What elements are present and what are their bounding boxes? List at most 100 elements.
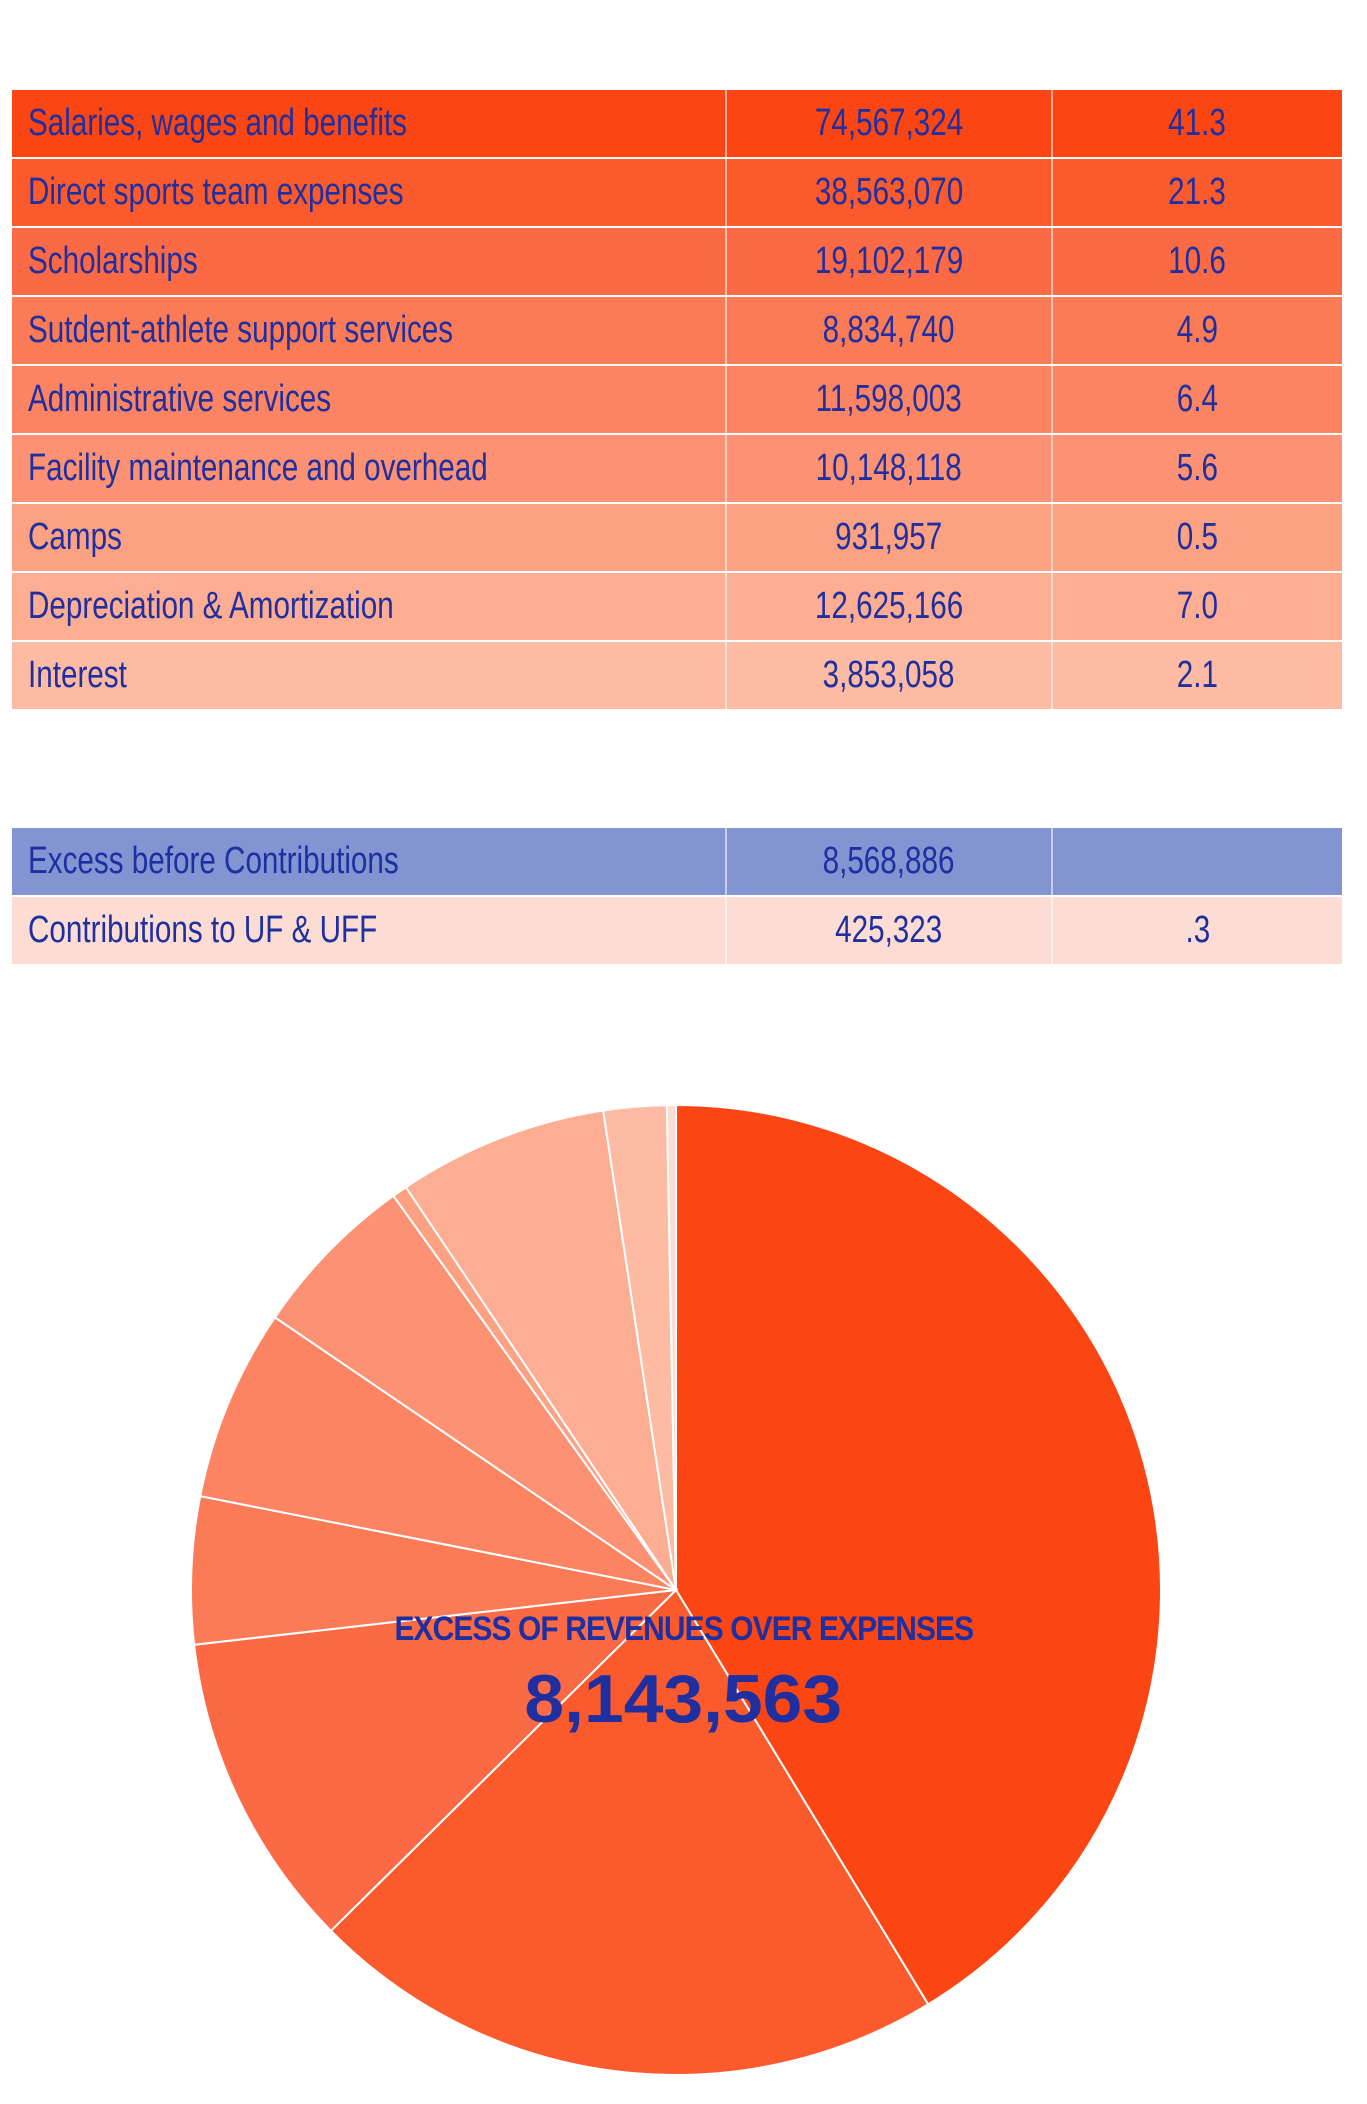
table-row: Direct sports team expenses 38,563,070 21.… xyxy=(12,159,1342,226)
row-percent: 0.5 xyxy=(1053,504,1342,571)
row-label-text: Facility maintenance and overhead xyxy=(28,447,488,489)
column-divider xyxy=(724,573,727,640)
pie-slice xyxy=(192,1588,679,1933)
row-amount: 12,625,166 xyxy=(727,573,1051,640)
row-label: Depreciation & Amortization xyxy=(12,573,725,640)
row-label-text: Administrative services xyxy=(28,378,332,420)
row-amount: 425,323 xyxy=(727,897,1051,964)
row-percent-text: 21.3 xyxy=(1168,171,1227,213)
row-label-text: Interest xyxy=(28,654,127,696)
row-amount-text: 38,563,070 xyxy=(814,171,964,213)
row-amount: 10,148,118 xyxy=(727,435,1051,502)
column-divider xyxy=(724,828,727,895)
column-divider xyxy=(1050,573,1053,640)
column-divider xyxy=(1050,642,1053,709)
row-label: Excess before Contributions xyxy=(12,828,725,895)
pie-slice xyxy=(190,1494,677,1646)
column-divider xyxy=(724,90,727,157)
row-amount: 19,102,179 xyxy=(727,228,1051,295)
column-divider xyxy=(1050,435,1053,502)
row-percent: 21.3 xyxy=(1053,159,1342,226)
row-label-text: Direct sports team expenses xyxy=(28,171,404,213)
row-label-text: Sutdent-athlete support services xyxy=(28,309,454,351)
row-percent-text: 5.6 xyxy=(1176,447,1219,489)
row-amount: 8,834,740 xyxy=(727,297,1051,364)
table-row: Excess before Contributions 8,568,886 xyxy=(12,828,1342,895)
row-label: Administrative services xyxy=(12,366,725,433)
table-row: Facility maintenance and overhead 10,148,… xyxy=(12,435,1342,502)
row-amount-text: 10,148,118 xyxy=(815,447,962,489)
pie-slice xyxy=(675,1103,1162,2006)
row-label-text: Scholarships xyxy=(28,240,198,282)
table-row: Salaries, wages and benefits 74,567,324 41… xyxy=(12,90,1342,157)
column-divider xyxy=(1050,159,1053,226)
row-label-text: Camps xyxy=(28,516,122,558)
row-amount-text: 74,567,324 xyxy=(814,102,964,144)
table-row: Sutdent-athlete support services 8,834,74… xyxy=(12,297,1342,364)
row-percent-text: 0.5 xyxy=(1176,516,1219,558)
row-amount: 8,568,886 xyxy=(727,828,1051,895)
column-divider xyxy=(724,435,727,502)
row-percent-text: 7.0 xyxy=(1176,585,1219,627)
pie-svg xyxy=(190,1103,1162,2076)
row-amount: 38,563,070 xyxy=(727,159,1051,226)
row-amount-text: 19,102,179 xyxy=(814,240,964,282)
row-percent-text: 10.6 xyxy=(1168,240,1227,282)
row-amount-text: 12,625,166 xyxy=(814,585,964,627)
row-percent-text: 41.3 xyxy=(1168,102,1227,144)
row-label: Scholarships xyxy=(12,228,725,295)
column-divider xyxy=(1050,366,1053,433)
column-divider xyxy=(724,642,727,709)
table-row: Depreciation & Amortization 12,625,166 7.0 xyxy=(12,573,1342,640)
row-label: Contributions to UF & UFF xyxy=(12,897,725,964)
row-amount: 11,598,003 xyxy=(727,366,1051,433)
column-divider xyxy=(1050,504,1053,571)
row-percent: 6.4 xyxy=(1053,366,1342,433)
table-row: Scholarships 19,102,179 10.6 xyxy=(12,228,1342,295)
pie-center-title: EXCESS OF REVENUES OVER EXPENSES xyxy=(394,1610,974,1648)
row-percent: 41.3 xyxy=(1053,90,1342,157)
row-amount-text: 3,853,058 xyxy=(822,654,955,696)
expenses-table: Salaries, wages and benefits 74,567,324 41… xyxy=(12,90,1342,711)
column-divider xyxy=(1050,90,1053,157)
row-amount-text: 11,598,003 xyxy=(815,378,962,420)
column-divider xyxy=(724,897,727,964)
row-percent-text: 2.1 xyxy=(1176,654,1219,696)
table-row: Interest 3,853,058 2.1 xyxy=(12,642,1342,709)
column-divider xyxy=(724,297,727,364)
column-divider xyxy=(724,228,727,295)
pie-slice xyxy=(665,1103,677,1591)
column-divider xyxy=(1050,297,1053,364)
row-label: Camps xyxy=(12,504,725,571)
column-divider xyxy=(1050,228,1053,295)
pie-slice xyxy=(404,1109,677,1591)
row-percent: 5.6 xyxy=(1053,435,1342,502)
row-percent xyxy=(1053,828,1342,895)
row-label: Sutdent-athlete support services xyxy=(12,297,725,364)
pie-slice xyxy=(198,1316,677,1591)
table-row: Contributions to UF & UFF 425,323 .3 xyxy=(12,897,1342,964)
row-amount: 3,853,058 xyxy=(727,642,1051,709)
pie-slice xyxy=(273,1194,677,1591)
pie-slice xyxy=(329,1588,930,2076)
row-label-text: Salaries, wages and benefits xyxy=(28,102,407,144)
row-amount: 74,567,324 xyxy=(727,90,1051,157)
row-percent: 10.6 xyxy=(1053,228,1342,295)
row-label-text: Excess before Contributions xyxy=(28,840,399,882)
table-row: Administrative services 11,598,003 6.4 xyxy=(12,366,1342,433)
row-label: Salaries, wages and benefits xyxy=(12,90,725,157)
column-divider xyxy=(724,504,727,571)
column-divider xyxy=(1050,828,1053,895)
row-percent: 2.1 xyxy=(1053,642,1342,709)
column-divider xyxy=(724,366,727,433)
expenses-pie-chart: EXCESS OF REVENUES OVER EXPENSES 8,143,5… xyxy=(0,1100,1367,2100)
row-percent: .3 xyxy=(1053,897,1342,964)
column-divider xyxy=(724,159,727,226)
pie-center-value: 8,143,563 xyxy=(524,1661,843,1737)
row-label-text: Contributions to UF & UFF xyxy=(28,909,378,951)
row-label: Direct sports team expenses xyxy=(12,159,725,226)
row-percent-text: .3 xyxy=(1185,909,1210,951)
row-amount-text: 931,957 xyxy=(835,516,943,558)
row-amount: 931,957 xyxy=(727,504,1051,571)
row-label-text: Depreciation & Amortization xyxy=(28,585,394,627)
